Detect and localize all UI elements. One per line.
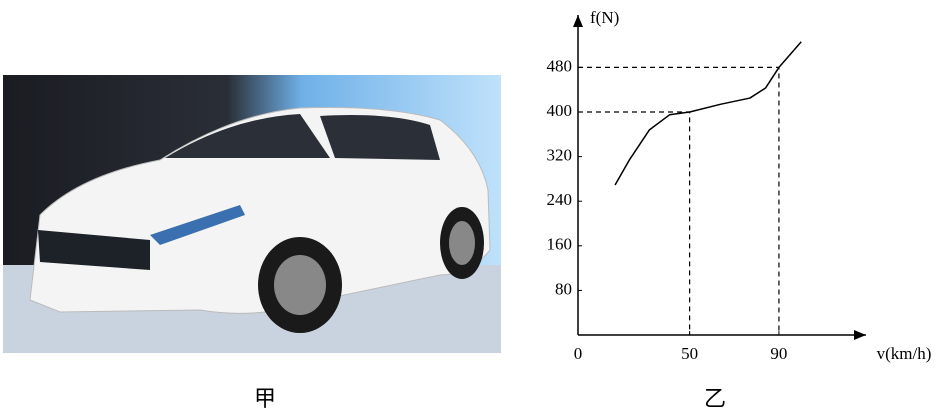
y-axis-label: f(N): [590, 8, 619, 27]
curve: [614, 41, 802, 186]
x-arrow: [854, 330, 866, 340]
y-arrow: [573, 15, 583, 27]
y-tick-label: 480: [547, 56, 573, 75]
car-photo: [3, 75, 501, 353]
chart: f(N) v(km/h) 80 160 240 320 400 480 0 50 90: [547, 8, 932, 363]
y-tick-label: 80: [555, 279, 572, 298]
x-tick-label: 50: [681, 344, 698, 363]
x-tick-label: 0: [574, 344, 583, 363]
guide-line: [578, 111, 691, 335]
caption: 乙: [704, 387, 726, 412]
y-tick-label: 400: [547, 101, 573, 120]
y-tick-label: 160: [547, 235, 573, 254]
x-axis-label: v(km/h): [877, 344, 932, 363]
x-tick-label: 90: [770, 344, 787, 363]
guide-line: [578, 66, 780, 335]
y-tick-label: 240: [547, 190, 573, 209]
caption: 甲: [254, 387, 276, 412]
y-tick-label: 320: [547, 146, 573, 165]
